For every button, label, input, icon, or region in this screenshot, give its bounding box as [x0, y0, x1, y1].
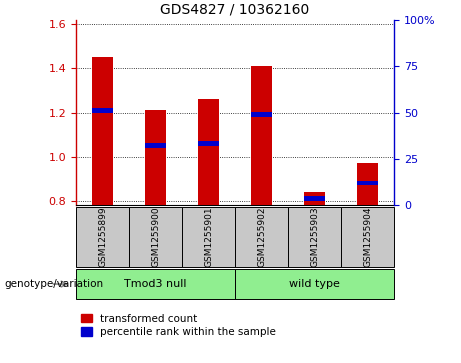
FancyBboxPatch shape [129, 207, 182, 267]
Text: GSM1255899: GSM1255899 [98, 207, 107, 267]
FancyBboxPatch shape [235, 207, 288, 267]
Bar [198, 141, 219, 146]
Bar [304, 192, 325, 205]
Bar [145, 143, 166, 148]
Text: wild type: wild type [289, 279, 340, 289]
FancyBboxPatch shape [235, 269, 394, 299]
Bar [198, 99, 219, 205]
Text: GSM1255902: GSM1255902 [257, 207, 266, 267]
FancyBboxPatch shape [76, 207, 129, 267]
Text: GSM1255901: GSM1255901 [204, 207, 213, 267]
Text: GSM1255903: GSM1255903 [310, 207, 319, 267]
FancyBboxPatch shape [182, 207, 235, 267]
FancyBboxPatch shape [288, 207, 341, 267]
Text: Tmod3 null: Tmod3 null [124, 279, 187, 289]
Text: genotype/variation: genotype/variation [5, 279, 104, 289]
FancyBboxPatch shape [76, 269, 235, 299]
Bar [357, 181, 378, 185]
Text: GSM1255904: GSM1255904 [363, 207, 372, 267]
Bar [92, 57, 113, 205]
Bar [304, 196, 325, 201]
Bar [251, 112, 272, 117]
Legend: transformed count, percentile rank within the sample: transformed count, percentile rank withi… [81, 314, 276, 337]
Bar [92, 108, 113, 113]
Text: GSM1255900: GSM1255900 [151, 207, 160, 267]
Bar [251, 66, 272, 205]
Title: GDS4827 / 10362160: GDS4827 / 10362160 [160, 2, 310, 16]
Bar [357, 163, 378, 205]
Bar [145, 110, 166, 205]
FancyBboxPatch shape [341, 207, 394, 267]
